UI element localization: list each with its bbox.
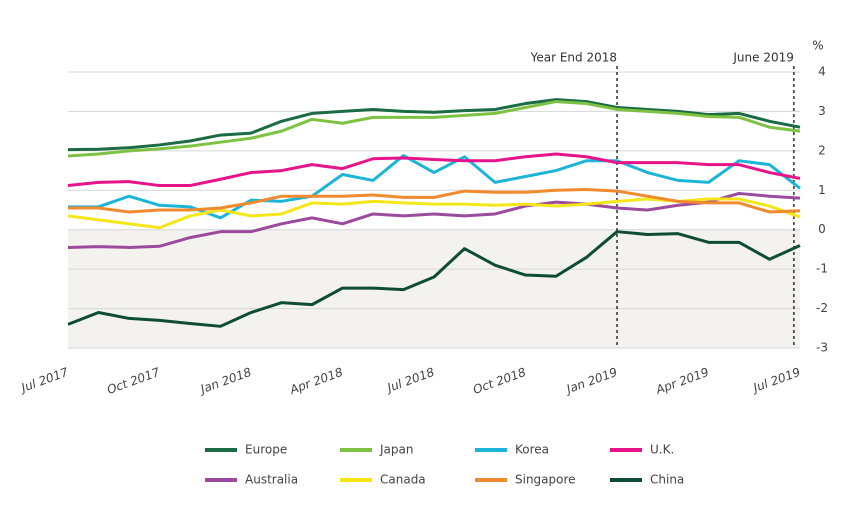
x-tick-label: Jul 2018 <box>384 365 437 396</box>
x-tick-label: Apr 2019 <box>653 365 711 397</box>
x-tick-label: Oct 2018 <box>471 365 528 397</box>
y-tick-label: -3 <box>816 341 828 355</box>
annotation-label: June 2019 <box>732 51 794 65</box>
y-tick-label: 3 <box>818 104 826 118</box>
annotation-label: Year End 2018 <box>530 51 617 65</box>
y-axis-unit: % <box>812 39 823 53</box>
legend-label: Singapore <box>515 473 576 487</box>
x-tick-label: Jan 2018 <box>197 365 254 397</box>
y-tick-label: 2 <box>818 143 826 157</box>
x-tick-label: Jul 2017 <box>18 365 71 396</box>
series-line <box>67 152 801 188</box>
series-line <box>67 100 801 158</box>
series-line <box>67 191 801 249</box>
series-line <box>67 230 801 328</box>
series-line <box>68 154 801 220</box>
y-tick-label: 1 <box>818 183 826 197</box>
series-line <box>68 187 801 214</box>
negative-region <box>68 229 800 348</box>
y-tick-label: 4 <box>818 65 826 79</box>
x-tick-label: Jul 2019 <box>750 365 803 396</box>
y-tick-label: -2 <box>816 301 828 315</box>
y-tick-label: 0 <box>818 222 826 236</box>
series-line <box>67 98 801 152</box>
legend-label: Japan <box>379 443 413 457</box>
x-tick-label: Oct 2017 <box>105 365 162 397</box>
x-tick-label: Apr 2018 <box>287 365 345 397</box>
legend-label: Australia <box>245 473 298 487</box>
y-tick-label: -1 <box>816 262 828 276</box>
legend-label: U.K. <box>650 443 674 457</box>
x-tick-label: Jan 2019 <box>563 365 619 397</box>
legend-label: Korea <box>515 443 549 457</box>
legend-label: Canada <box>380 473 426 487</box>
legend-label: Europe <box>245 443 287 457</box>
legend-label: China <box>650 473 684 487</box>
